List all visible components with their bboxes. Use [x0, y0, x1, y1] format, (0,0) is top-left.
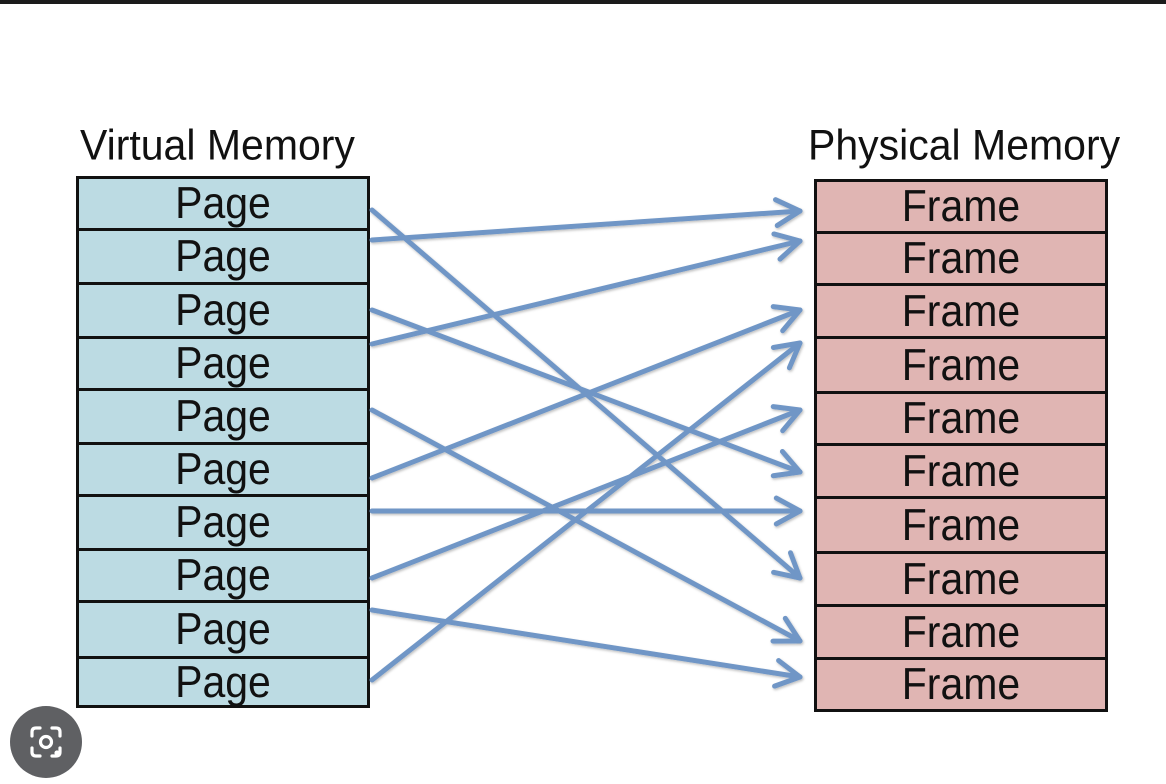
frame-label: Frame [901, 445, 1021, 496]
page-label: Page [175, 444, 271, 494]
page-cell: Page [79, 603, 367, 659]
page-cell: Page [79, 391, 367, 445]
mapping-arrow [369, 207, 803, 581]
physical-memory-table: Frame Frame Frame Frame Frame Frame Frame Frame… [814, 179, 1108, 712]
mapping-arrow [369, 607, 803, 689]
frame-label: Frame [901, 659, 1021, 709]
page-label: Page [175, 285, 271, 335]
mapping-arrow [369, 197, 803, 243]
page-cell: Page [79, 497, 367, 551]
physical-memory-title: Physical Memory [808, 120, 1121, 170]
page-label: Page [175, 391, 271, 441]
lens-search-button[interactable] [10, 706, 82, 778]
frame-cell: Frame [817, 660, 1105, 709]
top-divider [0, 0, 1166, 4]
frame-label: Frame [901, 553, 1021, 604]
frame-cell: Frame [817, 446, 1105, 499]
frame-cell: Frame [817, 394, 1105, 446]
page-cell: Page [79, 179, 367, 231]
page-label: Page [175, 497, 271, 547]
mapping-arrow [369, 495, 803, 527]
frame-cell: Frame [817, 499, 1105, 554]
frame-cell: Frame [817, 182, 1105, 234]
frame-label: Frame [901, 393, 1021, 443]
page-cell: Page [79, 231, 367, 285]
frame-label: Frame [901, 233, 1021, 283]
mapping-arrow [369, 404, 803, 581]
page-label: Page [175, 178, 271, 228]
frame-label: Frame [901, 285, 1021, 336]
page-cell: Page [79, 551, 367, 603]
mapping-arrow [369, 304, 803, 481]
page-cell: Page [79, 339, 367, 391]
frame-label: Frame [901, 339, 1021, 390]
page-label: Page [175, 338, 271, 388]
page-cell: Page [79, 659, 367, 705]
page-label: Page [175, 231, 271, 281]
frame-cell: Frame [817, 286, 1105, 339]
page-label: Page [175, 550, 271, 600]
frame-cell: Frame [817, 554, 1105, 607]
page-cell: Page [79, 445, 367, 497]
mapping-arrow [369, 340, 803, 683]
virtual-memory-table: Page Page Page Page Page Page Page Page Page Page [76, 176, 370, 708]
page-label: Page [175, 604, 271, 654]
lens-search-icon [30, 726, 62, 758]
frame-cell: Frame [817, 607, 1105, 660]
page-label: Page [175, 656, 271, 707]
page-cell: Page [79, 285, 367, 339]
mapping-arrow [369, 407, 803, 644]
frame-label: Frame [901, 181, 1021, 231]
mapping-arrow [369, 307, 803, 479]
frame-cell: Frame [817, 234, 1105, 286]
mapping-arrow [369, 231, 803, 347]
virtual-memory-title: Virtual Memory [80, 120, 355, 170]
frame-label: Frame [901, 499, 1021, 550]
frame-cell: Frame [817, 339, 1105, 394]
frame-label: Frame [901, 606, 1021, 657]
